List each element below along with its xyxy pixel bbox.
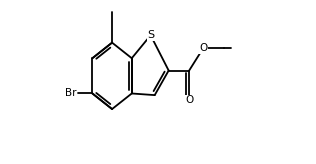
Text: O: O [185,95,193,105]
Text: Br: Br [65,89,77,98]
Text: S: S [147,30,154,40]
Text: O: O [199,43,207,53]
